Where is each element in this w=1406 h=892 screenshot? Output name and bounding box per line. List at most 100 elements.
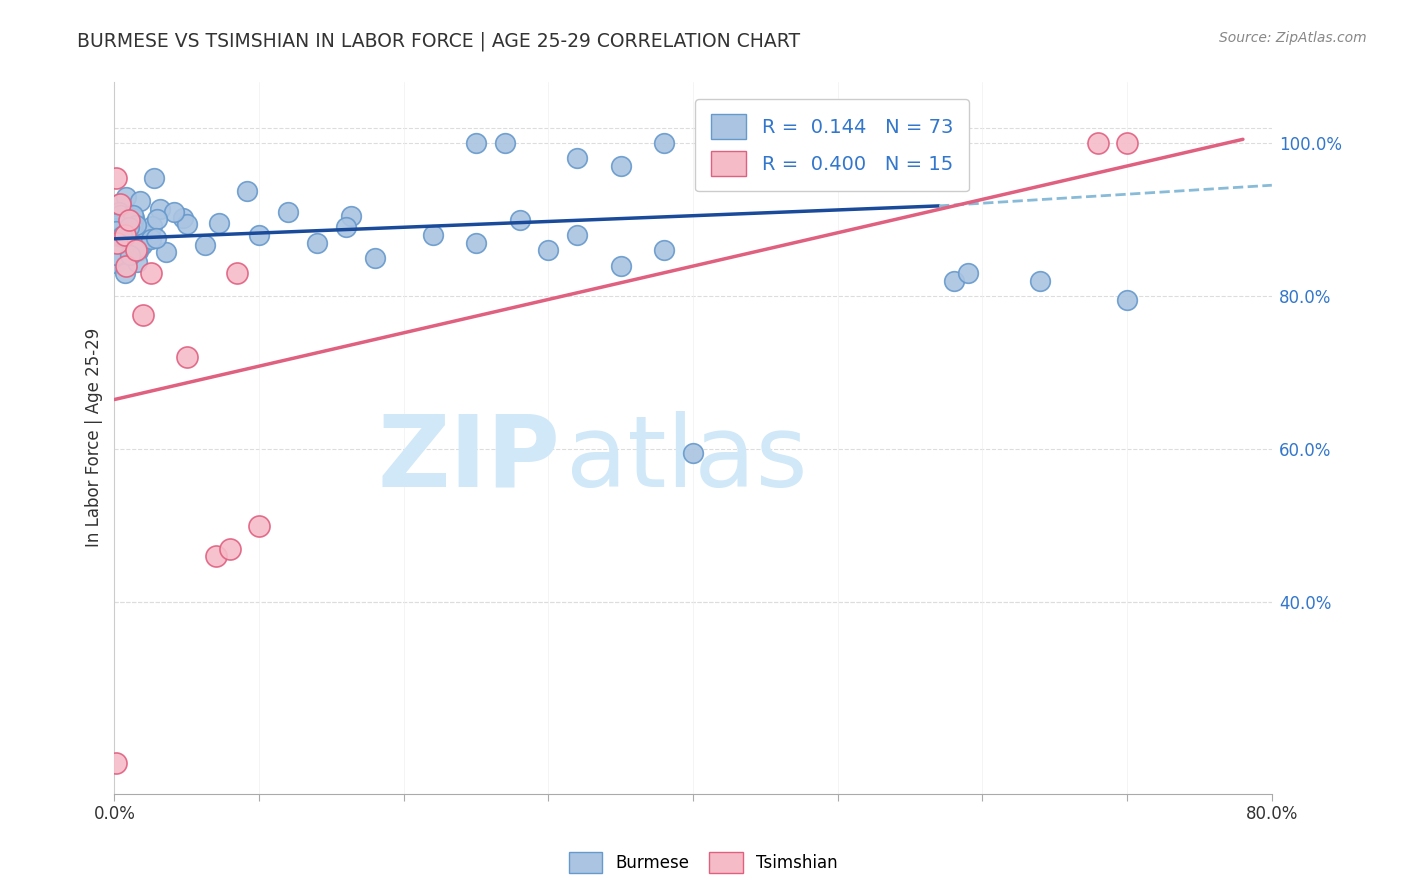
Text: ZIP: ZIP bbox=[377, 410, 560, 508]
Point bbox=[465, 136, 488, 150]
Point bbox=[104, 248, 127, 262]
Point bbox=[105, 218, 128, 232]
Legend: Burmese, Tsimshian: Burmese, Tsimshian bbox=[562, 846, 844, 880]
Point bbox=[149, 202, 172, 216]
Point bbox=[277, 205, 299, 219]
Point bbox=[129, 194, 152, 208]
Point bbox=[226, 266, 249, 280]
Point bbox=[125, 255, 148, 269]
Point bbox=[105, 221, 128, 235]
Point bbox=[146, 211, 169, 226]
Point bbox=[247, 227, 270, 242]
Point bbox=[465, 235, 488, 250]
Point bbox=[105, 235, 128, 250]
Point bbox=[1029, 274, 1052, 288]
Point bbox=[128, 240, 150, 254]
Point bbox=[105, 256, 128, 270]
Point bbox=[131, 228, 153, 243]
Point bbox=[104, 216, 127, 230]
Point bbox=[339, 209, 361, 223]
Point bbox=[139, 266, 162, 280]
Point bbox=[115, 225, 138, 239]
Point bbox=[120, 225, 142, 239]
Point bbox=[494, 136, 516, 150]
Point bbox=[176, 217, 198, 231]
Text: Source: ZipAtlas.com: Source: ZipAtlas.com bbox=[1219, 31, 1367, 45]
Point bbox=[127, 244, 149, 258]
Point bbox=[537, 244, 560, 258]
Point bbox=[942, 274, 965, 288]
Point bbox=[120, 222, 142, 236]
Point bbox=[125, 219, 148, 233]
Point bbox=[118, 219, 141, 234]
Point bbox=[610, 159, 633, 173]
Point bbox=[1087, 136, 1109, 150]
Point bbox=[105, 228, 128, 243]
Point bbox=[610, 259, 633, 273]
Point bbox=[138, 228, 160, 243]
Point bbox=[364, 251, 387, 265]
Point bbox=[155, 244, 177, 259]
Point bbox=[131, 223, 153, 237]
Point bbox=[111, 212, 134, 227]
Point bbox=[652, 244, 675, 258]
Point bbox=[508, 212, 530, 227]
Point bbox=[122, 227, 145, 241]
Y-axis label: In Labor Force | Age 25-29: In Labor Force | Age 25-29 bbox=[86, 328, 103, 548]
Point bbox=[956, 266, 979, 280]
Point bbox=[176, 351, 198, 365]
Point bbox=[114, 266, 136, 280]
Point bbox=[567, 227, 589, 242]
Point bbox=[108, 228, 131, 243]
Point bbox=[132, 309, 155, 323]
Point bbox=[172, 211, 194, 225]
Legend: R =  0.144   N = 73, R =  0.400   N = 15: R = 0.144 N = 73, R = 0.400 N = 15 bbox=[696, 99, 969, 192]
Point bbox=[104, 170, 127, 185]
Point bbox=[219, 541, 242, 556]
Point bbox=[118, 212, 141, 227]
Point bbox=[117, 227, 139, 241]
Point bbox=[204, 549, 226, 564]
Point bbox=[104, 756, 127, 770]
Point bbox=[107, 222, 129, 236]
Point bbox=[107, 204, 129, 219]
Point bbox=[117, 234, 139, 248]
Point bbox=[1116, 136, 1139, 150]
Point bbox=[143, 171, 166, 186]
Point bbox=[422, 227, 444, 242]
Point bbox=[652, 136, 675, 150]
Text: atlas: atlas bbox=[565, 410, 807, 508]
Point bbox=[108, 208, 131, 222]
Point bbox=[104, 224, 127, 238]
Point bbox=[305, 235, 328, 250]
Text: BURMESE VS TSIMSHIAN IN LABOR FORCE | AGE 25-29 CORRELATION CHART: BURMESE VS TSIMSHIAN IN LABOR FORCE | AG… bbox=[77, 31, 800, 51]
Point bbox=[121, 219, 143, 234]
Point bbox=[141, 219, 163, 233]
Point bbox=[236, 184, 259, 198]
Point bbox=[108, 197, 131, 211]
Point bbox=[120, 232, 142, 246]
Point bbox=[131, 238, 153, 252]
Point bbox=[110, 211, 132, 226]
Point bbox=[163, 205, 186, 219]
Point bbox=[107, 197, 129, 211]
Point bbox=[115, 259, 138, 273]
Point bbox=[247, 518, 270, 533]
Point bbox=[110, 230, 132, 244]
Point bbox=[567, 152, 589, 166]
Point bbox=[208, 215, 231, 229]
Point bbox=[118, 248, 141, 262]
Point bbox=[1116, 293, 1139, 307]
Point bbox=[111, 227, 134, 241]
Point bbox=[111, 229, 134, 244]
Point bbox=[335, 220, 357, 235]
Point bbox=[145, 231, 167, 245]
Point bbox=[122, 208, 145, 222]
Point bbox=[114, 227, 136, 242]
Point bbox=[125, 244, 148, 258]
Point bbox=[682, 446, 704, 460]
Point bbox=[194, 238, 217, 252]
Point bbox=[117, 219, 139, 233]
Point bbox=[141, 232, 163, 246]
Point bbox=[122, 211, 145, 225]
